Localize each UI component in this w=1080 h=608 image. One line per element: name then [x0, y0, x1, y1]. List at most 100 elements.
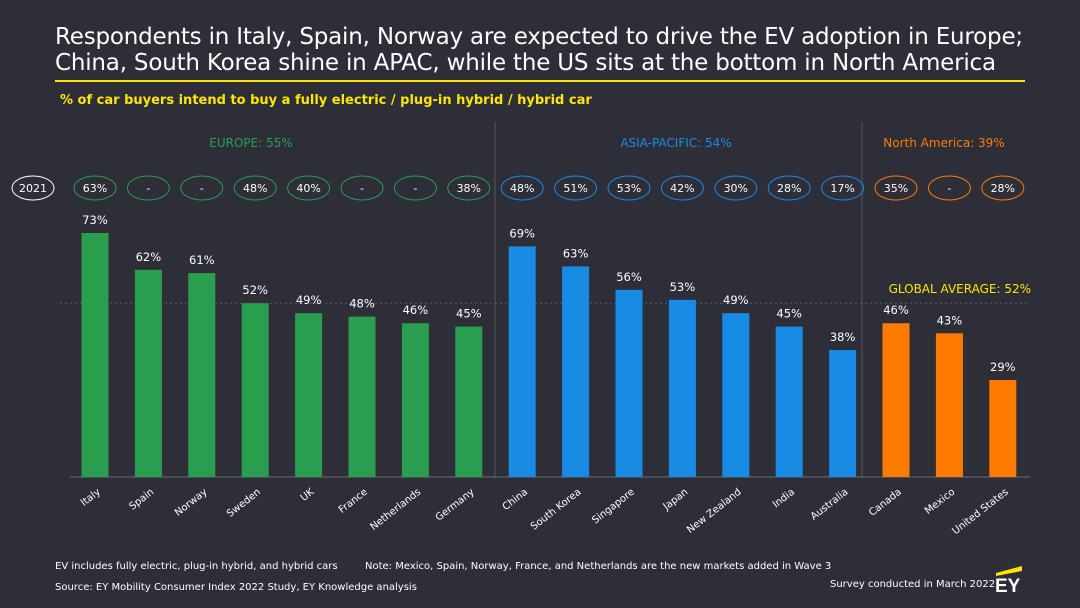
bar-value-label: 49% — [723, 293, 749, 307]
prev-year-value: - — [947, 182, 951, 195]
prev-year-value: 51% — [563, 182, 587, 195]
prev-year-value: 17% — [830, 182, 854, 195]
x-tick-label: Sweden — [225, 487, 263, 520]
footnote-survey-date: Survey conducted in March 2022 — [830, 579, 996, 590]
x-tick-label: India — [771, 487, 797, 511]
bar-japan — [668, 299, 696, 477]
bar-france — [348, 316, 376, 477]
bar-value-label: 53% — [670, 280, 696, 294]
prev-year-legend-label: 2021 — [19, 182, 47, 195]
prev-year-circle — [607, 175, 651, 201]
bar-value-label: 46% — [883, 303, 909, 317]
bar-australia — [829, 349, 857, 477]
bar-value-label: 48% — [349, 297, 375, 311]
prev-year-value: 63% — [83, 182, 107, 195]
x-tick-label: New Zealand — [685, 487, 744, 536]
x-tick-label: Norway — [173, 487, 210, 519]
prev-year-circle — [126, 175, 170, 201]
footnote-note: Note: Mexico, Spain, Norway, France, and… — [365, 561, 832, 572]
prev-year-circle — [233, 175, 277, 201]
bar-value-label: 62% — [136, 250, 162, 264]
bar-india — [775, 326, 803, 477]
global-average-label: GLOBAL AVERAGE: 52% — [889, 282, 1031, 296]
prev-year-circle — [927, 175, 971, 201]
prev-year-circle — [287, 175, 331, 201]
footnote-source: Source: EY Mobility Consumer Index 2022 … — [55, 582, 417, 593]
prev-year-circle — [821, 175, 865, 201]
bar-canada — [882, 323, 910, 477]
x-tick-label: France — [337, 487, 370, 516]
chart-subtitle: % of car buyers intend to buy a fully el… — [60, 93, 592, 108]
bar-spain — [134, 269, 162, 477]
prev-year-value: 53% — [617, 182, 641, 195]
prev-year-circle — [73, 175, 117, 201]
region-label-north_america: North America: 39% — [883, 136, 1004, 150]
bar-norway — [188, 273, 216, 477]
bar-china — [508, 246, 536, 477]
footnote-definition: EV includes fully electric, plug-in hybr… — [55, 561, 338, 572]
prev-year-circle — [180, 175, 224, 201]
bar-new-zealand — [722, 313, 750, 477]
bar-value-label: 49% — [296, 293, 322, 307]
bar-value-label: 52% — [242, 283, 268, 297]
prev-year-circle — [767, 175, 811, 201]
x-tick-label: Netherlands — [368, 487, 423, 533]
bar-value-label: 38% — [830, 330, 856, 344]
prev-year-value: 40% — [296, 182, 320, 195]
bar-singapore — [615, 289, 643, 477]
bar-germany — [455, 326, 483, 477]
bar-value-label: 29% — [990, 360, 1016, 374]
prev-year-circle — [714, 175, 758, 201]
x-tick-label: Singapore — [590, 487, 637, 527]
prev-year-value: - — [413, 182, 417, 195]
bar-value-label: 46% — [403, 303, 429, 317]
bar-netherlands — [401, 323, 429, 477]
prev-year-circle — [500, 175, 544, 201]
title-underline — [55, 80, 1025, 82]
prev-year-circle — [660, 175, 704, 201]
bar-value-label: 73% — [82, 213, 108, 227]
prev-year-circle — [874, 175, 918, 201]
bar-value-label: 43% — [937, 313, 963, 327]
ey-logo-text: EY — [995, 576, 1021, 594]
x-tick-label: Australia — [809, 487, 851, 523]
prev-year-value: 30% — [724, 182, 748, 195]
x-tick-label: Italy — [79, 487, 103, 509]
prev-year-value: - — [200, 182, 204, 195]
prev-year-circle — [340, 175, 384, 201]
bar-value-label: 61% — [189, 253, 215, 267]
x-tick-label: Spain — [127, 487, 156, 513]
x-tick-label: Canada — [867, 487, 904, 519]
prev-year-legend-circle — [11, 175, 55, 201]
bar-united-states — [989, 380, 1017, 477]
prev-year-value: 48% — [510, 182, 534, 195]
bar-value-label: 56% — [616, 270, 642, 284]
prev-year-value: - — [360, 182, 364, 195]
prev-year-circle — [554, 175, 598, 201]
ey-logo-beam-icon — [996, 566, 1022, 576]
prev-year-circle — [393, 175, 437, 201]
bar-chart: 2021 73% 63% Italy 62% - Spain 61% - Norway 52% 48%… — [11, 122, 1031, 537]
bar-mexico — [935, 333, 963, 477]
x-tick-label: Germany — [434, 487, 477, 524]
prev-year-value: 38% — [457, 182, 481, 195]
x-tick-label: Mexico — [923, 487, 957, 517]
chart-title: Respondents in Italy, Spain, Norway are … — [55, 24, 1023, 76]
bar-value-label: 63% — [563, 246, 589, 260]
bar-italy — [81, 233, 109, 477]
bar-uk — [295, 313, 323, 477]
x-tick-label: China — [501, 487, 530, 513]
prev-year-value: 42% — [670, 182, 694, 195]
bar-value-label: 45% — [456, 307, 482, 321]
prev-year-value: - — [146, 182, 150, 195]
prev-year-circle — [447, 175, 491, 201]
prev-year-circle — [981, 175, 1025, 201]
bar-value-label: 69% — [509, 226, 535, 240]
x-tick-label: United States — [951, 487, 1011, 537]
region-label-europe: EUROPE: 55% — [209, 136, 293, 150]
prev-year-value: 48% — [243, 182, 267, 195]
region-label-apac: ASIA-PACIFIC: 54% — [620, 136, 731, 150]
ey-logo: EY — [995, 566, 1022, 594]
prev-year-value: 35% — [884, 182, 908, 195]
prev-year-value: 28% — [777, 182, 801, 195]
